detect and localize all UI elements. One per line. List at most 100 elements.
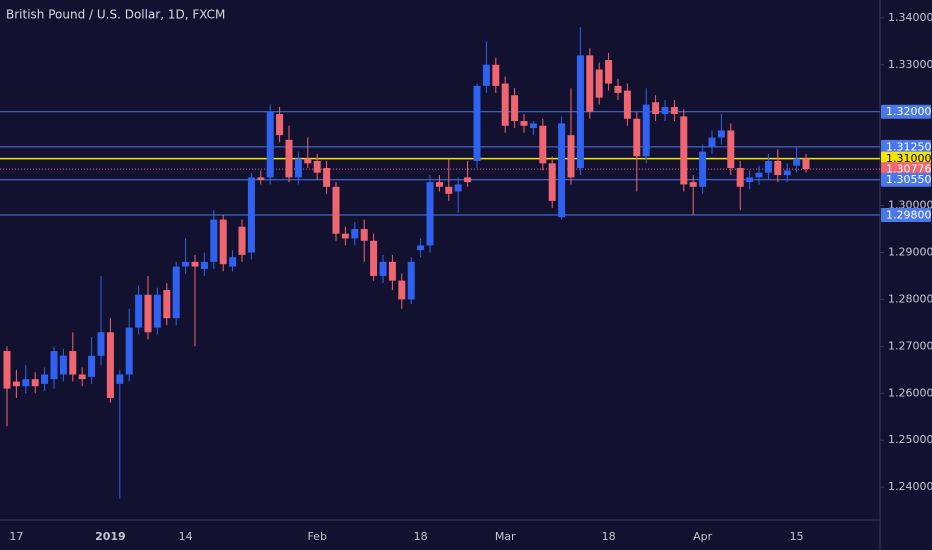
- candle-body: [492, 64, 500, 86]
- candle-body: [125, 327, 133, 375]
- candle-body: [464, 177, 472, 183]
- candle-body: [182, 261, 190, 267]
- level-label-box: [881, 139, 931, 154]
- candle-body: [200, 261, 208, 269]
- level-label: 1.30776: [886, 163, 932, 176]
- candle-body: [511, 95, 519, 122]
- candle-body: [501, 83, 509, 126]
- level-label-box: [881, 151, 931, 166]
- candle-body: [69, 351, 77, 375]
- level-label: 1.31000: [886, 152, 932, 165]
- candle-body: [219, 219, 227, 265]
- candle-body: [398, 280, 406, 300]
- candle-body: [699, 151, 707, 187]
- candle-body: [736, 168, 744, 187]
- candle-body: [144, 294, 152, 333]
- candle-body: [370, 240, 378, 276]
- candle-body: [614, 85, 622, 93]
- candle-body: [257, 177, 265, 180]
- x-tick-label: 18: [414, 530, 428, 543]
- candle-body: [652, 102, 660, 115]
- candle-body: [332, 186, 340, 234]
- candle-body: [717, 130, 725, 138]
- x-tick-label: 15: [790, 530, 804, 543]
- x-tick-label: 17: [9, 530, 23, 543]
- candle-body: [680, 116, 688, 185]
- candle-body: [539, 125, 547, 164]
- candle-body: [783, 170, 791, 176]
- candle-body: [304, 158, 312, 164]
- level-label: 1.32000: [886, 105, 932, 118]
- candle-body: [708, 137, 716, 147]
- candle-body: [323, 168, 331, 187]
- candle-body: [407, 261, 415, 300]
- x-tick-label: 2019: [95, 530, 126, 543]
- candle-body: [229, 257, 237, 267]
- candle-body: [50, 351, 58, 380]
- candle-body: [313, 160, 321, 173]
- y-tick-label: 1.28000: [888, 292, 932, 305]
- candle-body: [746, 177, 754, 183]
- candle-body: [633, 118, 641, 157]
- candle-body: [727, 130, 735, 169]
- x-tick-label: 18: [602, 530, 616, 543]
- candle-body: [285, 139, 293, 178]
- candle-body: [586, 55, 594, 112]
- candle-body: [482, 64, 490, 86]
- level-label-box: [881, 162, 931, 177]
- candle-body: [135, 294, 143, 328]
- candle-body: [191, 261, 199, 267]
- chart-title: British Pound / U.S. Dollar, 1D, FXCM: [6, 8, 225, 22]
- level-label-box: [881, 207, 931, 222]
- candle-body: [623, 90, 631, 119]
- x-tick-label: Feb: [307, 530, 326, 543]
- candle-body: [210, 219, 218, 262]
- candle-body: [266, 111, 274, 178]
- x-tick-label: Mar: [495, 530, 516, 543]
- candle-body: [595, 69, 603, 98]
- candle-body: [802, 158, 810, 170]
- candle-body: [426, 182, 434, 246]
- candle-body: [755, 172, 763, 178]
- candle-body: [529, 123, 537, 129]
- candle-body: [417, 245, 425, 251]
- candle-body: [247, 177, 255, 253]
- candle-body: [78, 374, 86, 380]
- candle-body: [445, 186, 453, 194]
- candle-body: [473, 85, 481, 161]
- candle-body: [172, 266, 180, 319]
- y-tick-label: 1.27000: [888, 339, 932, 352]
- candle-body: [548, 163, 556, 201]
- candle-body: [116, 374, 124, 384]
- candle-body: [379, 261, 387, 276]
- candle-body: [351, 229, 359, 239]
- candle-body: [689, 182, 697, 187]
- candle-body: [238, 226, 246, 255]
- y-tick-label: 1.33000: [888, 58, 932, 71]
- candle-body: [97, 332, 105, 356]
- candle-body: [153, 294, 161, 328]
- candle-body: [3, 351, 11, 389]
- level-label: 1.29800: [886, 208, 932, 221]
- candle-body: [276, 114, 284, 136]
- level-label-box: [881, 172, 931, 187]
- candle-body: [388, 261, 396, 281]
- level-label-box: [881, 104, 931, 119]
- candle-body: [294, 158, 302, 178]
- candle-body: [454, 184, 462, 192]
- y-tick-label: 1.24000: [888, 480, 932, 493]
- candle-body: [106, 332, 114, 398]
- candle-body: [31, 379, 39, 387]
- candle-body: [341, 233, 349, 239]
- candle-body: [558, 123, 566, 218]
- candle-body: [774, 160, 782, 176]
- candle-body: [576, 55, 584, 169]
- x-tick-label: Apr: [693, 530, 713, 543]
- candle-body: [764, 160, 772, 173]
- candle-body: [59, 355, 67, 375]
- candle-body: [22, 379, 30, 387]
- candle-body: [520, 121, 528, 126]
- candle-body: [605, 60, 613, 84]
- candle-body: [88, 355, 96, 377]
